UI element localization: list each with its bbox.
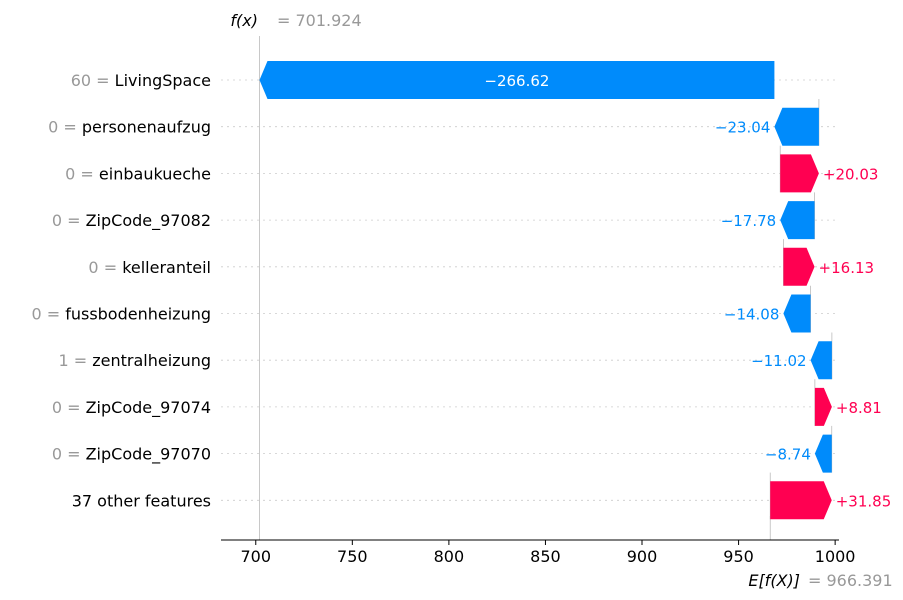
feature-label: 0 = personenaufzug [48,118,211,137]
contribution-label: +16.13 [819,259,875,277]
feature-label: 1 = zentralheizung [58,351,211,370]
waterfall-bar [780,201,815,240]
feature-label: 0 = fussbodenheizung [31,305,211,324]
contribution-label: −23.04 [715,119,771,137]
waterfall-bar [770,481,832,520]
contribution-label: +20.03 [823,165,879,183]
waterfall-bar [783,247,815,286]
waterfall-bar [780,154,819,193]
fx-value: = 701.924 [277,11,362,30]
contribution-label: −11.02 [751,352,807,370]
header-layer: f(x) = 701.924 E[f(X)] = 966.391 [230,11,892,590]
contribution-label: −17.78 [721,212,777,230]
waterfall-bar [783,294,811,333]
x-tick-label: 1000 [815,547,856,566]
feature-label: 0 = ZipCode_97082 [52,211,211,231]
contribution-label: +31.85 [836,492,892,510]
fx-label: f(x) [230,11,258,30]
bar-layer [259,61,832,520]
grid-layer [221,79,839,501]
contribution-label: −14.08 [724,306,780,324]
x-tick-label: 950 [723,547,754,566]
x-tick-label: 850 [530,547,561,566]
x-tick-label: 700 [240,547,271,566]
waterfall-bar [810,341,832,380]
contribution-label: −266.62 [484,72,549,90]
feature-label: 0 = ZipCode_97070 [52,445,211,465]
ex-value: = 966.391 [808,571,893,590]
contribution-label: +8.81 [836,399,882,417]
waterfall-bar [259,61,775,99]
connector-layer [259,36,833,540]
x-axis: 700 750 800 850 900 950 1000 [221,539,856,566]
feature-label: 37 other features [72,491,211,510]
feature-label: 0 = ZipCode_97074 [52,398,211,418]
label-layer: −266.62 60 = LivingSpace −23.04 0 = persone… [31,71,891,510]
x-tick-label: 900 [627,547,658,566]
ex-label: E[f(X)] [748,571,800,590]
waterfall-bar [774,107,819,146]
feature-label: 0 = kelleranteil [88,258,211,277]
waterfall-bar [814,387,832,426]
feature-label: 0 = einbaukueche [65,164,211,183]
x-tick-label: 750 [337,547,368,566]
feature-label: 60 = LivingSpace [71,71,211,90]
x-tick-label: 800 [434,547,465,566]
contribution-label: −8.74 [765,446,811,464]
waterfall-bar [814,434,832,473]
